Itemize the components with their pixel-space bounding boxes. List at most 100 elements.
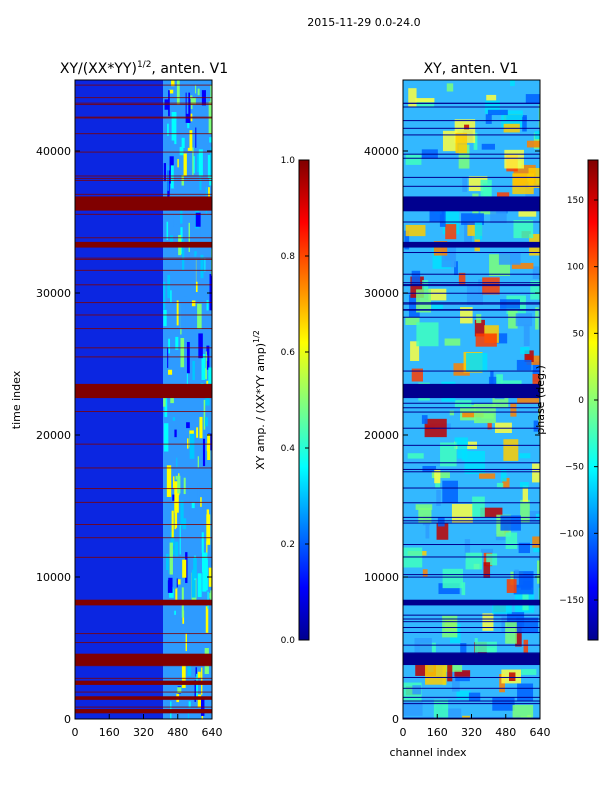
left-bright-streak — [192, 360, 195, 381]
right-phase-patch — [438, 583, 460, 595]
right-flag-line — [403, 134, 540, 136]
right-flag-line — [403, 621, 540, 623]
right-flag-line — [403, 544, 540, 546]
left-bright-streak — [189, 433, 195, 459]
right-phase-patch — [442, 480, 458, 503]
right-xtick-label: 480 — [495, 726, 516, 739]
right-title: XY, anten. V1 — [424, 61, 519, 77]
left-xtick-label: 480 — [167, 726, 188, 739]
left-bright-streak — [210, 672, 212, 698]
left-red-line — [75, 664, 212, 666]
right-flag-line — [403, 696, 540, 698]
right-phase-patch — [498, 252, 521, 265]
left-ylabel: time index — [10, 370, 23, 429]
right-phase-patch — [460, 643, 467, 660]
left-bright-streak — [175, 579, 178, 601]
right-phase-patch — [476, 314, 482, 324]
left-bright-streak — [163, 163, 167, 182]
left-bright-streak — [197, 456, 199, 468]
right-phase-patch — [508, 310, 518, 329]
left-bright-streak — [202, 552, 208, 585]
left-bright-streak — [171, 616, 175, 641]
left-red-line — [75, 151, 212, 153]
right-flag-line — [403, 153, 540, 155]
left-red-line — [75, 537, 212, 539]
right-phase-patch — [457, 441, 468, 459]
right-phase-patch — [436, 522, 449, 540]
right-phase-patch — [474, 319, 485, 337]
left-bright-streak — [170, 290, 172, 304]
right-flag-line — [403, 127, 540, 129]
left-bright-streak — [186, 373, 188, 395]
left-bright-streak — [180, 285, 182, 316]
left-bright-streak — [196, 673, 198, 700]
right-phase-patch — [458, 272, 466, 286]
right-flag-line — [403, 309, 540, 311]
right-phase-patch — [425, 517, 430, 539]
left-bright-streak — [192, 147, 194, 176]
right-flagged-band — [403, 383, 540, 399]
right-phase-patch — [461, 582, 466, 596]
left-red-line — [75, 524, 212, 526]
right-phase-patch — [429, 210, 445, 222]
left-bright-streak — [171, 80, 175, 87]
right-phase-patch — [487, 109, 508, 116]
left-bright-streak — [182, 559, 187, 578]
left-flagged-band — [75, 196, 212, 211]
left-red-line — [75, 175, 212, 177]
right-phase-patch — [508, 672, 516, 682]
right-phase-patch — [504, 149, 524, 169]
right-phase-patch — [452, 671, 460, 692]
left-bright-streak — [179, 146, 184, 156]
right-phase-patch — [466, 283, 483, 306]
left-bright-streak — [174, 224, 177, 254]
left-bright-streak — [206, 514, 211, 545]
right-flag-line — [403, 316, 540, 318]
right-flag-line — [403, 185, 540, 187]
left-bright-streak — [204, 258, 206, 272]
left-red-line — [75, 633, 212, 635]
left-bright-streak — [191, 502, 195, 509]
right-phase-patch — [408, 88, 417, 107]
right-flag-line — [403, 502, 540, 504]
left-panel: XY/(XX*YY)1/2, anten. V1 0 10000 20000 3000… — [10, 60, 228, 739]
left-xtick-label: 160 — [99, 726, 120, 739]
right-phase-patch — [533, 420, 540, 432]
colorbar-tick-label: 0.2 — [281, 540, 295, 550]
right-phase-patch — [523, 639, 529, 655]
right-phase-patch — [528, 510, 540, 523]
left-bright-streak — [172, 476, 175, 489]
left-bright-streak — [170, 140, 175, 154]
right-ytick-label: 30000 — [364, 287, 399, 300]
left-bright-streak — [201, 354, 206, 380]
left-bright-streak — [176, 300, 179, 326]
right-phase-patch — [416, 289, 432, 313]
left-bright-streak — [173, 570, 177, 589]
left-bright-streak — [187, 438, 189, 449]
left-bright-streak — [196, 427, 199, 438]
right-phase-patch — [404, 230, 410, 250]
left-bright-streak — [167, 110, 171, 134]
left-bright-streak — [168, 369, 173, 375]
left-flagged-band — [75, 653, 212, 666]
left-bright-streak — [167, 347, 169, 368]
left-bright-streak — [195, 84, 197, 94]
left-bright-streak — [170, 165, 176, 189]
left-bright-streak — [170, 235, 174, 247]
left-bright-streak — [163, 309, 167, 327]
left-red-line — [75, 443, 212, 445]
left-bright-streak — [207, 422, 212, 434]
right-phase-patch — [451, 503, 473, 524]
right-phase-patch — [517, 683, 534, 701]
left-bright-streak — [176, 457, 178, 468]
left-bright-streak — [206, 541, 208, 556]
left-bright-streak — [203, 150, 206, 156]
right-flag-line — [403, 157, 540, 159]
right-phase-patch — [539, 313, 540, 332]
right-ytick-label: 0 — [392, 713, 399, 726]
left-bright-streak — [197, 694, 202, 708]
left-bright-streak — [176, 579, 181, 585]
left-bright-streak — [202, 438, 206, 467]
right-flag-line — [403, 644, 540, 646]
right-phase-patch — [474, 403, 496, 424]
